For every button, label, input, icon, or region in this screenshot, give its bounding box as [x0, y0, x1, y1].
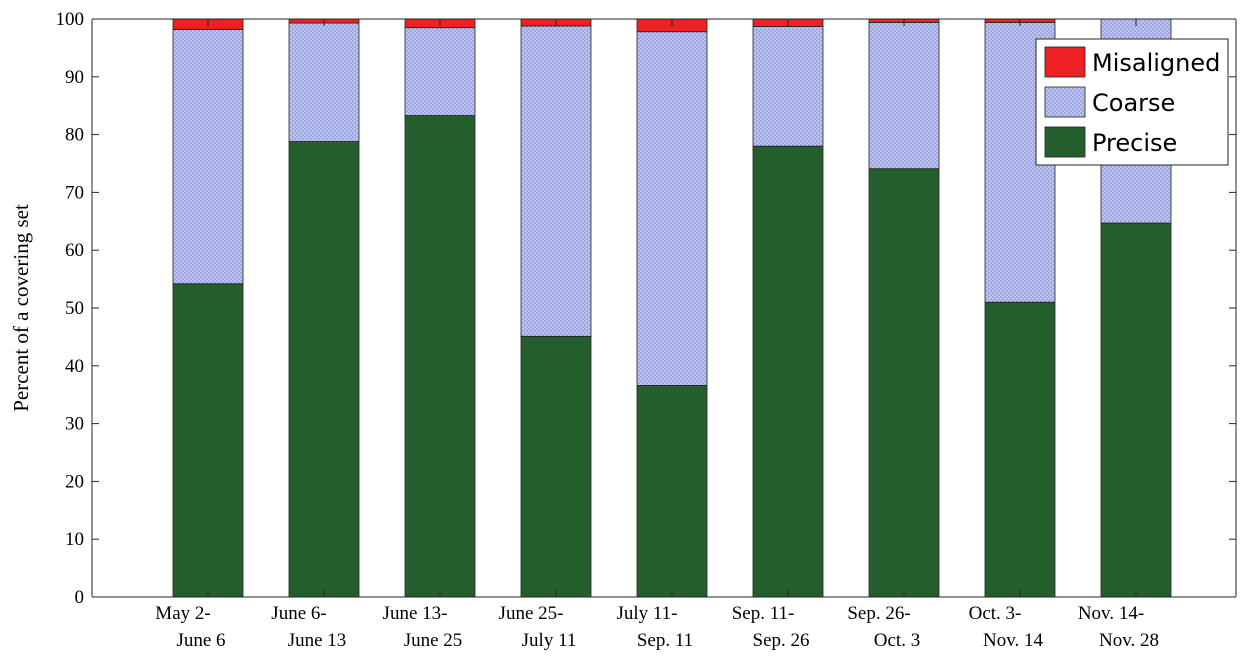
x-tick-label-start: June 13- [383, 603, 448, 624]
y-tick-label: 100 [56, 9, 85, 30]
x-tick-label-end: June 25 [404, 630, 463, 651]
bar-coarse-1 [288, 22, 360, 142]
x-tick-label-end: Oct. 3 [874, 630, 920, 651]
x-tick-label-end: June 13 [288, 630, 347, 651]
x-tick-label-start: Sep. 11- [732, 603, 795, 624]
legend-swatch-precise [1044, 126, 1086, 158]
y-axis-title: Percent of a covering set [9, 204, 33, 412]
legend-label-misaligned: Misaligned [1092, 49, 1220, 77]
y-tick-label: 20 [65, 471, 84, 492]
bar-precise-5 [752, 145, 824, 598]
y-tick-label: 30 [65, 414, 84, 435]
x-tick-label-start: June 6- [271, 603, 326, 624]
x-tick-label-start: Nov. 14- [1078, 603, 1144, 624]
y-tick-label: 50 [65, 298, 84, 319]
bar-precise-7 [984, 301, 1056, 598]
legend-swatch-coarse [1044, 86, 1086, 118]
x-tick-label-start: May 2- [155, 603, 210, 624]
bar-coarse-5 [752, 26, 824, 147]
x-tick-label-end: June 6 [176, 630, 225, 651]
legend-swatch-misaligned [1044, 46, 1086, 78]
axes: 0 10 20 30 40 50 60 70 80 90 100 May 2- June 6 June 6… [56, 9, 1237, 651]
bar-coarse-2 [404, 27, 476, 116]
legend: Misaligned Coarse Precise [1035, 38, 1229, 166]
y-tick-label: 90 [65, 67, 84, 88]
y-tick-label: 80 [65, 125, 84, 146]
y-tick-label: 70 [65, 182, 84, 203]
y-tick-label: 10 [65, 529, 84, 550]
x-tick-label-end: Sep. 11 [637, 630, 693, 651]
bar-coarse-3 [520, 25, 592, 337]
bar-coarse-0 [172, 29, 244, 285]
y-tick-label: 0 [75, 587, 85, 608]
x-tick-label-start: Sep. 26- [847, 603, 910, 624]
bar-precise-0 [172, 283, 244, 598]
x-tick-label-end: Nov. 28 [1099, 630, 1159, 651]
x-tick-label-end: July 11 [522, 630, 577, 651]
legend-label-precise: Precise [1092, 129, 1177, 157]
x-tick-label-start: June 25- [499, 603, 564, 624]
x-tick-label-start: July 11- [616, 603, 677, 624]
bar-precise-1 [288, 141, 360, 598]
bar-precise-6 [868, 168, 940, 598]
bar-precise-3 [520, 335, 592, 598]
y-tick-label: 40 [65, 356, 84, 377]
x-tick-label-start: Oct. 3- [969, 603, 1022, 624]
bar-coarse-4 [636, 31, 708, 386]
bar-coarse-6 [868, 22, 940, 170]
x-tick-label-end: Nov. 14 [983, 630, 1043, 651]
bar-precise-2 [404, 115, 476, 598]
bar-precise-4 [636, 385, 708, 598]
x-tick-label-end: Sep. 26 [753, 630, 810, 651]
bar-precise-8 [1100, 222, 1172, 598]
bar-layer [172, 18, 1172, 598]
y-tick-label: 60 [65, 240, 84, 261]
legend-label-coarse: Coarse [1092, 89, 1175, 117]
